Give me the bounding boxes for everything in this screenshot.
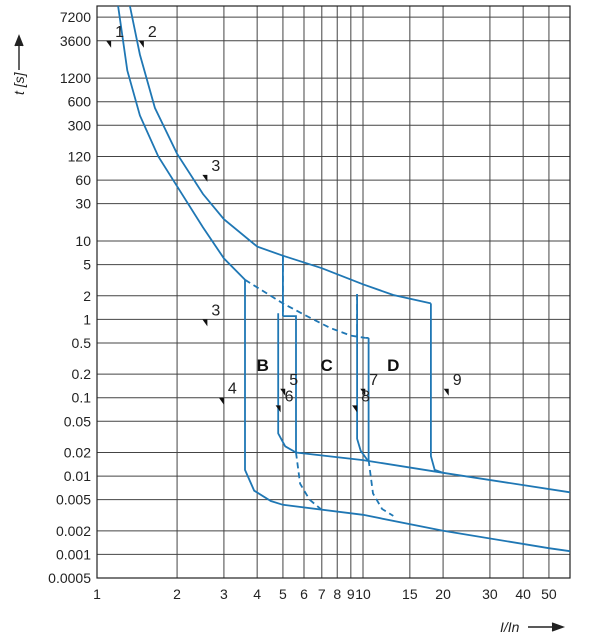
- annotation-marker-icon: [352, 405, 358, 413]
- y-tick-label: 30: [75, 196, 91, 212]
- x-tick-label: 6: [300, 586, 308, 602]
- grid: [96, 5, 571, 579]
- x-tick-label: 10: [355, 586, 371, 602]
- annotation-number: 8: [361, 388, 370, 405]
- y-tick-label: 0.1: [72, 390, 92, 406]
- annotation-number: 9: [453, 372, 462, 389]
- annotation-number: 6: [285, 388, 294, 405]
- x-tick-label: 5: [279, 586, 287, 602]
- annotation-number: 2: [148, 24, 157, 41]
- y-tick-label: 0.005: [56, 492, 91, 508]
- x-tick-label: 4: [253, 586, 261, 602]
- labels: 1 2 3 4 5 6 7 8 9 10 15 20 30 40 500.00050.0010.0020.0…: [48, 9, 557, 602]
- annotation-number: 1: [115, 24, 124, 41]
- characteristic-curve: [282, 315, 297, 453]
- characteristic-curve: [244, 279, 571, 553]
- y-tick-label: 2: [83, 288, 91, 304]
- y-tick-label: 300: [68, 117, 92, 133]
- y-tick-label: 3600: [60, 33, 91, 49]
- x-axis-arrow-icon: [528, 622, 566, 632]
- y-tick-label: 1: [83, 311, 91, 327]
- annotation-marker-icon: [106, 40, 112, 48]
- characteristic-curve: [429, 303, 444, 474]
- y-tick-label: 7200: [60, 9, 91, 25]
- y-tick-label: 0.001: [56, 546, 91, 562]
- zone-label: D: [387, 356, 399, 375]
- x-tick-label: 15: [402, 586, 418, 602]
- annotation-number: 3: [211, 158, 220, 175]
- annotation-marker-icon: [280, 388, 286, 396]
- y-tick-label: 5: [83, 257, 91, 273]
- annotation-marker-icon: [275, 405, 281, 413]
- x-tick-label: 7: [318, 586, 326, 602]
- y-tick-label: 0.002: [56, 523, 91, 539]
- x-tick-label: 9: [347, 586, 355, 602]
- x-tick-label: 50: [541, 586, 557, 602]
- y-axis-arrow-icon: [14, 34, 24, 70]
- annotation-marker-icon: [202, 174, 208, 182]
- y-tick-label: 1200: [60, 70, 91, 86]
- y-tick-label: 0.5: [72, 335, 92, 351]
- characteristic-curve: [356, 294, 369, 461]
- annotation-marker-icon: [443, 388, 449, 396]
- y-tick-label: 120: [68, 148, 92, 164]
- characteristic-curve: [295, 452, 323, 511]
- x-axis-label: I/In: [500, 619, 520, 635]
- characteristic-curve: [367, 459, 394, 517]
- y-tick-label: 600: [68, 94, 92, 110]
- annotation-number: 4: [228, 381, 237, 398]
- annotation-number: 7: [369, 372, 378, 389]
- x-tick-label: 30: [482, 586, 498, 602]
- x-tick-label: 2: [173, 586, 181, 602]
- y-tick-label: 0.02: [64, 444, 91, 460]
- annotation-marker-icon: [138, 40, 144, 48]
- x-tick-label: 20: [435, 586, 451, 602]
- y-tick-label: 0.0005: [48, 570, 91, 586]
- annotation-number: 5: [289, 372, 298, 389]
- y-tick-label: 0.01: [64, 468, 91, 484]
- plot-frame: [96, 5, 571, 579]
- curves: [117, 5, 571, 553]
- annotation-number: 3: [211, 302, 220, 319]
- annotation-marker-icon: [202, 319, 208, 327]
- characteristic-curve: [117, 5, 246, 281]
- characteristic-curve: [129, 5, 432, 305]
- x-tick-label: 1: [93, 586, 101, 602]
- x-tick-label: 40: [515, 586, 531, 602]
- zone-label: C: [321, 356, 333, 375]
- y-tick-label: 0.2: [72, 366, 92, 382]
- zone-label: B: [257, 356, 269, 375]
- characteristic-curve: [244, 279, 366, 339]
- annotation-marker-icon: [218, 397, 224, 405]
- x-tick-label: 3: [220, 586, 228, 602]
- y-tick-label: 10: [75, 233, 91, 249]
- y-tick-label: 0.05: [64, 413, 91, 429]
- x-tick-label: 8: [333, 586, 341, 602]
- annotation-marker-icon: [360, 388, 366, 396]
- y-tick-label: 60: [75, 172, 91, 188]
- y-axis-label: t [s]: [11, 71, 27, 95]
